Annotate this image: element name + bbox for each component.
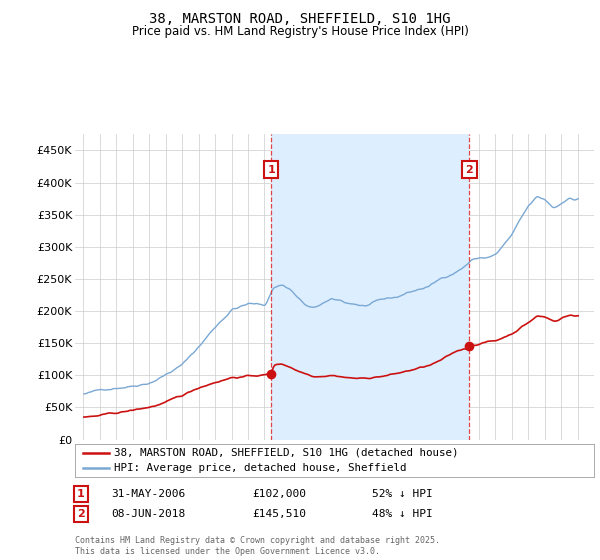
Text: Contains HM Land Registry data © Crown copyright and database right 2025.
This d: Contains HM Land Registry data © Crown c…	[75, 536, 440, 556]
Text: 2: 2	[77, 509, 85, 519]
Text: 1: 1	[268, 165, 275, 175]
Text: £102,000: £102,000	[252, 489, 306, 499]
Text: 38, MARSTON ROAD, SHEFFIELD, S10 1HG: 38, MARSTON ROAD, SHEFFIELD, S10 1HG	[149, 12, 451, 26]
Bar	[271, 134, 469, 440]
Text: 31-MAY-2006: 31-MAY-2006	[111, 489, 185, 499]
Text: 52% ↓ HPI: 52% ↓ HPI	[372, 489, 433, 499]
Text: 38, MARSTON ROAD, SHEFFIELD, S10 1HG (detached house): 38, MARSTON ROAD, SHEFFIELD, S10 1HG (de…	[114, 447, 458, 458]
Text: 48% ↓ HPI: 48% ↓ HPI	[372, 509, 433, 519]
Text: HPI: Average price, detached house, Sheffield: HPI: Average price, detached house, Shef…	[114, 463, 406, 473]
Text: 08-JUN-2018: 08-JUN-2018	[111, 509, 185, 519]
Text: £145,510: £145,510	[252, 509, 306, 519]
Text: 1: 1	[77, 489, 85, 499]
Text: 2: 2	[466, 165, 473, 175]
Text: Price paid vs. HM Land Registry's House Price Index (HPI): Price paid vs. HM Land Registry's House …	[131, 25, 469, 38]
